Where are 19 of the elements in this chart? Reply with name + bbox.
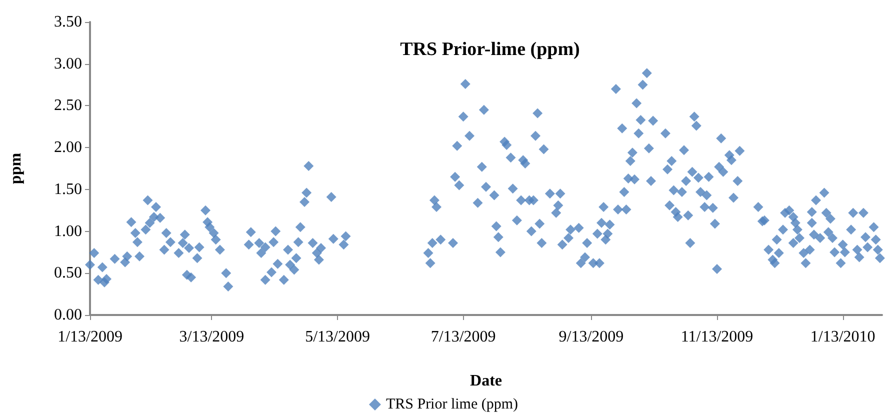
text: TRS Prior-lime (ppm) — [400, 39, 580, 60]
y-tick-label: 1.00 — [54, 222, 82, 240]
x-tick-label: 3/13/2009 — [179, 328, 244, 346]
x-tick-label: 5/13/2009 — [305, 328, 370, 346]
y-tick-label: 2.00 — [54, 139, 82, 156]
x-tick-label: 7/13/2009 — [430, 328, 496, 346]
legend-label: TRS Prior lime (ppm) — [386, 396, 518, 412]
y-tick-label: 2.50 — [54, 97, 82, 114]
x-tick-label: 1/13/2009 — [58, 328, 122, 346]
y-tick-label: 0.00 — [54, 306, 82, 324]
x-tick-label: 9/13/2009 — [558, 328, 624, 346]
x-tick-label: 1/13/2010 — [810, 328, 876, 346]
y-tick-label: 3.00 — [54, 55, 82, 72]
y-axis-title: ppm — [8, 152, 24, 184]
y-tick-label: 0.50 — [54, 264, 82, 282]
x-tick-label: 11/13/2009 — [680, 328, 754, 346]
x-axis-title: Date — [470, 372, 502, 390]
y-tick-label: 3.50 — [54, 14, 82, 30]
y-tick-label: 1.50 — [54, 180, 82, 198]
